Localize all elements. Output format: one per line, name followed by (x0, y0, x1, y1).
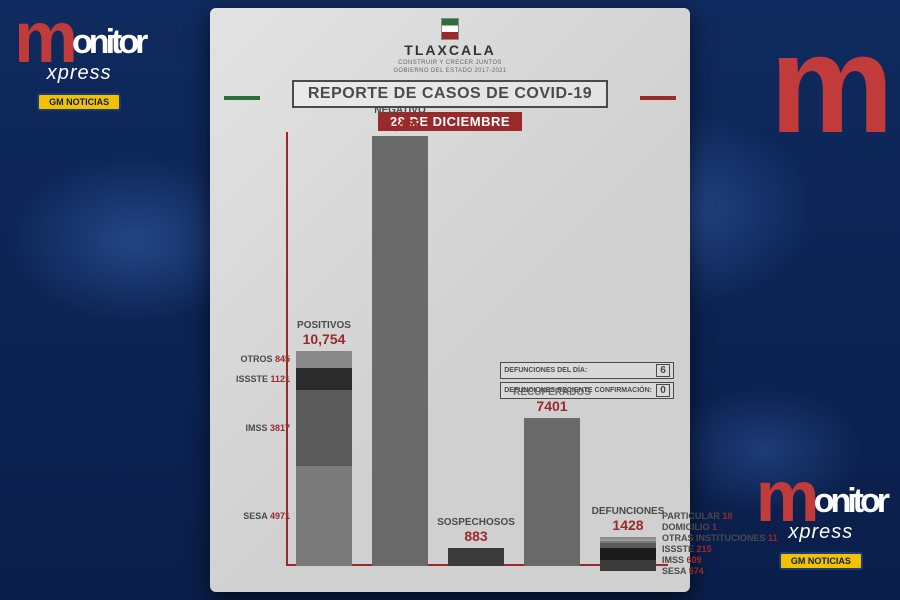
bar-chart: OTROS 845 ISSSTE 1121 IMSS 3817 SESA 4971 PO… (224, 124, 676, 578)
def-box-value: 6 (656, 364, 670, 377)
segment-label: OTRAS INSTITUCIONES 11 (662, 533, 778, 543)
segment-label: ISSSTE 1121 (236, 374, 290, 384)
segment-label: PARTICULAR 18 (662, 511, 732, 521)
defunciones-summary: DEFUNCIONES DEL DÍA: 6 DEFUNCIONES RECIE… (500, 362, 674, 402)
bar-title: DEFUNCIONES1428 (592, 506, 665, 533)
bar-recuperados: RECUPERADOS7401 (524, 418, 580, 566)
bar-title: SOSPECHOSOS883 (437, 517, 515, 544)
bar-defunciones: PARTICULAR 18DOMICILIO 1OTRAS INSTITUCIO… (600, 537, 656, 566)
crest-title: TLAXCALA (224, 42, 676, 58)
logo-rest: onitor (814, 482, 886, 521)
accent-bar-red (640, 96, 676, 100)
accent-bar-green (224, 96, 260, 100)
logo-badge: GM NOTICIAS (37, 93, 121, 111)
segment-label: DOMICILIO 1 (662, 522, 717, 532)
bar-positivos: OTROS 845ISSSTE 1121IMSS 3817SESA 4971PO… (296, 351, 352, 566)
big-m-right: m (770, 28, 894, 140)
bar-segment (524, 418, 580, 566)
bar-segment (448, 548, 504, 566)
bar-title: POSITIVOS10,754 (297, 320, 351, 347)
bar-segment (296, 351, 352, 368)
def-box-value: 0 (656, 384, 670, 397)
report-title: REPORTE DE CASOS DE COVID-19 (292, 80, 608, 108)
def-box-dia: DEFUNCIONES DEL DÍA: 6 (500, 362, 674, 379)
watermark-top-left: m onitor xpress GM NOTICIAS (14, 10, 144, 111)
crest-sub1: CONSTRUIR Y CRECER JUNTOS (224, 60, 676, 66)
bar-sospechosos: SOSPECHOSOS883 (448, 548, 504, 566)
logo-badge: GM NOTICIAS (779, 552, 863, 570)
logo-subtitle: xpress (47, 62, 112, 85)
bar-segment (296, 390, 352, 466)
logo-subtitle: xpress (788, 521, 853, 544)
def-box-label: DEFUNCIONES DEL DÍA: (504, 367, 587, 374)
logo-rest: onitor (72, 23, 144, 62)
report-card: TLAXCALA CONSTRUIR Y CRECER JUNTOS GOBIE… (210, 8, 690, 592)
crest-sub2: GOBIERNO DEL ESTADO 2017-2021 (224, 68, 676, 74)
card-header: TLAXCALA CONSTRUIR Y CRECER JUNTOS GOBIE… (224, 18, 676, 118)
bar-negativo: NEGATIVO21,468 (372, 136, 428, 566)
bar-segment (296, 368, 352, 390)
bar-segment (600, 560, 656, 571)
segment-label: SESA 4971 (243, 511, 290, 521)
crest-emblem (441, 18, 459, 40)
bar-segment (372, 136, 428, 566)
segment-label: OTROS 845 (240, 354, 290, 364)
bar-zone: OTROS 845ISSSTE 1121IMSS 3817SESA 4971PO… (286, 132, 668, 566)
def-box-reciente: DEFUNCIONES RECIENTE CONFIRMACIÓN: 0 (500, 382, 674, 399)
segment-label: ISSSTE 215 (662, 544, 712, 554)
bar-segment (296, 466, 352, 566)
logo-m: m (14, 10, 74, 68)
segment-label: IMSS 609 (662, 555, 702, 565)
logo-m: m (756, 469, 816, 527)
bar-segment (600, 548, 656, 560)
bar-title: NEGATIVO21,468 (374, 105, 425, 132)
segment-label: IMSS 3817 (245, 423, 290, 433)
def-box-label: DEFUNCIONES RECIENTE CONFIRMACIÓN: (504, 387, 652, 394)
segment-label: SESA 574 (662, 566, 704, 576)
watermark-bottom-right: m onitor xpress GM NOTICIAS (756, 469, 886, 570)
